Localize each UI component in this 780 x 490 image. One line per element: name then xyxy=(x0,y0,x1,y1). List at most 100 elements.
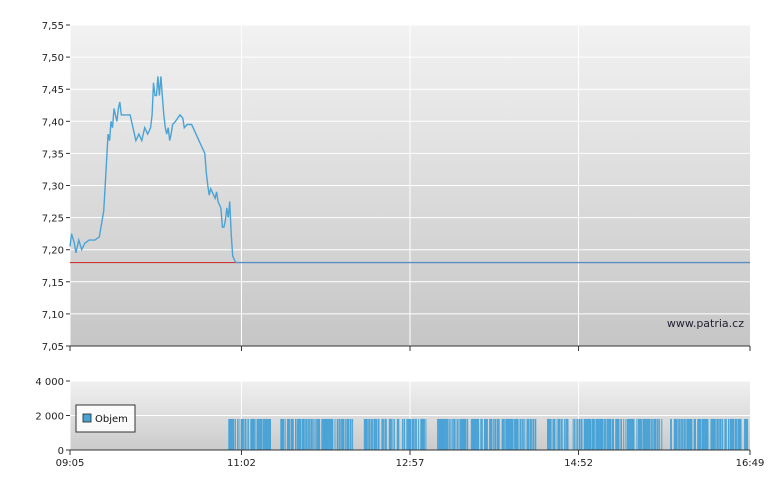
time-tick-label: 09:05 xyxy=(56,458,85,469)
volume-bar xyxy=(703,418,705,450)
volume-bar xyxy=(341,418,343,450)
volume-bar xyxy=(322,418,324,450)
price-y-tick-label: 7,55 xyxy=(42,21,64,32)
volume-bar xyxy=(501,418,503,450)
volume-bar xyxy=(684,418,686,450)
volume-bar xyxy=(337,418,339,450)
volume-bar xyxy=(408,418,410,450)
volume-bar xyxy=(654,418,655,450)
volume-bar xyxy=(308,418,310,450)
volume-bar xyxy=(717,418,718,450)
volume-bar xyxy=(403,418,405,450)
volume-bar xyxy=(604,418,606,450)
volume-bar xyxy=(739,418,740,450)
volume-bar xyxy=(423,418,425,450)
volume-bar xyxy=(366,418,368,450)
volume-bar xyxy=(398,418,400,450)
volume-bar xyxy=(368,418,370,450)
volume-y-axis-ticks: 0 2 000 4 000 xyxy=(35,377,70,457)
volume-bar xyxy=(481,418,483,450)
time-tick-label: 12:57 xyxy=(396,458,425,469)
volume-bar xyxy=(490,418,492,450)
volume-bar xyxy=(705,418,707,450)
volume-bar xyxy=(282,418,284,450)
volume-bar xyxy=(566,418,568,450)
volume-bar xyxy=(257,418,259,450)
volume-bar xyxy=(264,418,266,450)
volume-bar xyxy=(268,418,270,450)
volume-bar xyxy=(370,418,372,450)
volume-bar xyxy=(377,418,379,450)
volume-bar xyxy=(530,418,532,450)
volume-bar xyxy=(252,418,254,450)
volume-bar xyxy=(593,418,595,450)
volume-bar xyxy=(494,418,496,450)
watermark: www.patria.cz xyxy=(667,317,744,330)
volume-bar xyxy=(375,418,377,450)
volume-bar xyxy=(701,418,703,450)
volume-bar xyxy=(378,418,380,450)
volume-bar xyxy=(720,418,721,450)
volume-bar xyxy=(736,418,738,450)
volume-bar xyxy=(251,418,253,450)
volume-bar xyxy=(599,418,601,450)
volume-bar xyxy=(699,418,701,450)
volume-bar xyxy=(253,418,255,450)
volume-bar xyxy=(496,418,498,450)
volume-bar xyxy=(724,418,726,450)
volume-bar xyxy=(489,418,491,450)
volume-bar xyxy=(725,418,727,450)
volume-bar xyxy=(489,418,491,450)
volume-bar xyxy=(316,418,318,450)
volume-bar xyxy=(330,418,332,450)
time-axis-ticks: 09:05 11:02 12:57 14:52 16:49 xyxy=(56,450,764,469)
volume-bar xyxy=(506,418,507,450)
volume-bar xyxy=(486,418,488,450)
volume-bar xyxy=(641,418,643,450)
volume-bar xyxy=(670,418,672,450)
volume-bar xyxy=(599,418,601,450)
volume-bar xyxy=(707,418,709,450)
volume-bar xyxy=(607,418,609,450)
volume-bar xyxy=(297,418,299,450)
price-y-axis-ticks: 7,05 7,10 7,15 7,20 7,25 7,30 7,35 7,40 7,45 7,50… xyxy=(42,21,70,353)
volume-bar xyxy=(463,418,465,450)
volume-bar xyxy=(411,418,413,450)
volume-bar xyxy=(306,418,308,450)
volume-bar xyxy=(598,418,600,450)
volume-bar xyxy=(373,418,375,450)
volume-bar xyxy=(711,418,713,450)
volume-bar xyxy=(230,418,232,450)
volume-bar xyxy=(695,418,696,450)
volume-bar xyxy=(409,418,411,450)
volume-bar xyxy=(444,418,446,450)
volume-bar xyxy=(390,418,392,450)
volume-bar xyxy=(528,418,529,450)
volume-bar xyxy=(437,418,439,450)
volume-bar xyxy=(730,418,732,450)
volume-bar xyxy=(336,418,338,450)
volume-bar xyxy=(298,418,300,450)
volume-bar xyxy=(739,418,741,450)
volume-bar xyxy=(529,418,531,450)
volume-bar xyxy=(244,418,246,450)
volume-bar xyxy=(441,418,443,450)
volume-bar xyxy=(613,418,614,450)
volume-bar xyxy=(450,418,452,450)
volume-bar xyxy=(621,418,622,450)
volume-bar xyxy=(681,418,683,450)
volume-bar xyxy=(392,418,394,450)
volume-bar xyxy=(270,418,271,450)
volume-bar xyxy=(629,418,631,450)
volume-bar xyxy=(610,418,611,450)
volume-bar xyxy=(526,418,528,450)
volume-bar xyxy=(332,418,334,450)
volume-bar xyxy=(491,418,493,450)
volume-bar xyxy=(558,418,560,450)
volume-bar xyxy=(365,418,367,450)
volume-bar xyxy=(530,418,532,450)
volume-bar xyxy=(421,418,423,450)
volume-bar xyxy=(322,418,324,450)
volume-bar xyxy=(407,418,409,450)
volume-bar xyxy=(344,418,346,450)
